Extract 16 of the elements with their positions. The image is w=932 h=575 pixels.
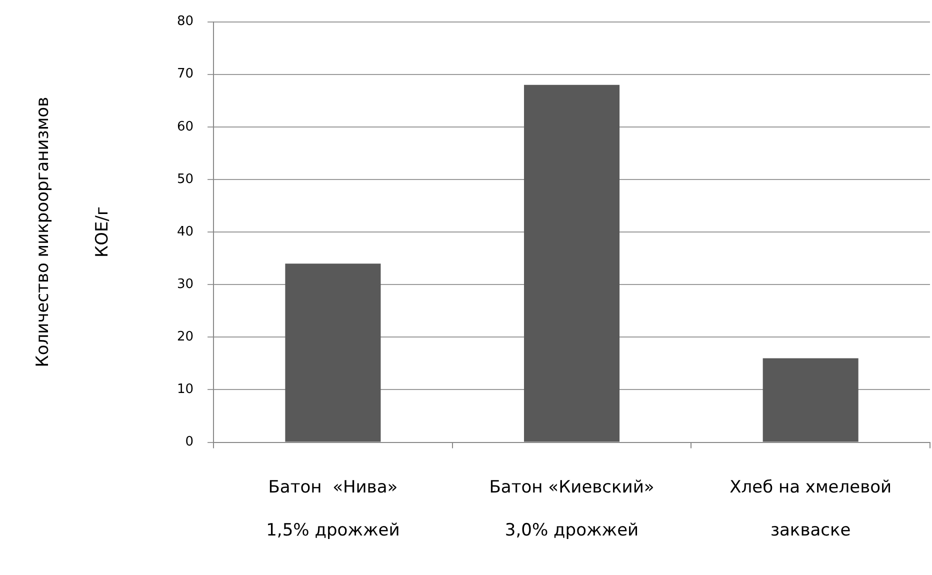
text: Количество микроорганизмов КОЕ/г	[33, 96, 113, 368]
category-label: Батон «Киевский» 3,0% дрожжей	[489, 477, 654, 541]
y-tick-label: 60	[176, 119, 194, 134]
bar	[285, 264, 381, 442]
y-tick-label: 20	[176, 330, 194, 345]
y-tick-label: 0	[185, 434, 194, 450]
bar	[762, 358, 858, 442]
y-tick-label: 50	[176, 172, 194, 187]
y-tick-label: 10	[176, 382, 194, 398]
y-tick-label: 30	[176, 276, 194, 292]
y-tick-label: 40	[176, 224, 194, 240]
bar	[524, 84, 620, 442]
y-tick-label: 80	[176, 14, 194, 30]
category-label: Батон «Нива» 1,5% дрожжей	[266, 477, 400, 541]
category-label: Хлеб на хмелевой закваске	[730, 477, 892, 541]
y-tick-label: 70	[176, 66, 194, 82]
